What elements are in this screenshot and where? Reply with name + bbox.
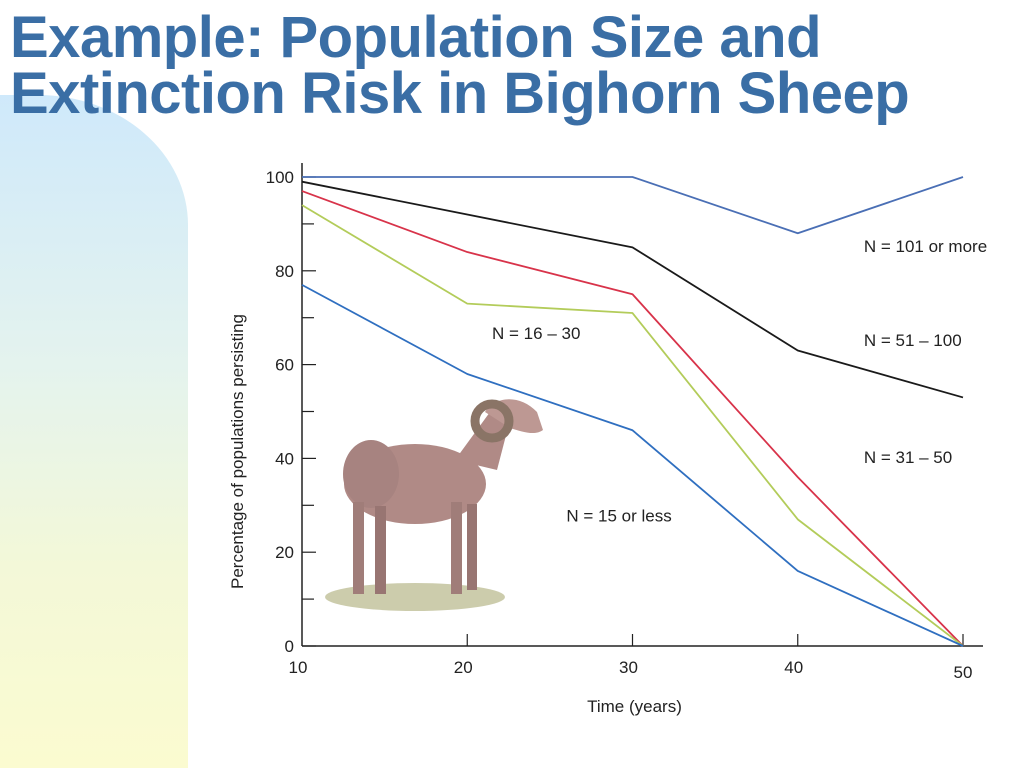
series-label: N = 31 – 50 [864, 448, 952, 467]
sheep-leg-back-right [375, 506, 386, 594]
series-line-2 [301, 190, 964, 647]
series-label: N = 51 – 100 [864, 331, 962, 350]
sheep-leg-front-left [451, 502, 462, 594]
series-line-3 [301, 204, 964, 647]
series-label: N = 101 or more [864, 237, 987, 256]
y-tick-label: 80 [275, 262, 294, 281]
sheep-horn [470, 399, 514, 443]
sheep-ground-shadow [325, 583, 505, 611]
sheep-rump [343, 440, 399, 508]
slide-title-line-1: Example: Population Size and [10, 5, 822, 70]
x-tick-label: 10 [289, 658, 308, 677]
x-tick-label: 20 [454, 658, 473, 677]
y-tick-label: 60 [275, 356, 294, 375]
series-line-4 [301, 284, 964, 647]
y-axis-label: Percentage of populations persisting [228, 314, 247, 589]
x-tick-label: 50 [954, 663, 973, 682]
sheep-leg-back-left [353, 502, 364, 594]
figure-panel [205, 150, 1017, 760]
chart-axes: 0 20 40 60 80 100 10 20 30 40 50 Time (years) Percen… [228, 163, 983, 716]
x-axis-label: Time (years) [587, 697, 682, 716]
series-line-1 [301, 180, 964, 399]
sheep-leg-front-right [467, 504, 477, 590]
x-tick-label: 30 [619, 658, 638, 677]
series-label: N = 16 – 30 [492, 324, 580, 343]
slide-title-line-2: Extinction Risk in Bighorn Sheep [10, 61, 910, 126]
x-tick-label: 40 [784, 658, 803, 677]
sheep-neck [455, 412, 510, 470]
y-tick-label: 20 [275, 543, 294, 562]
series-label: N = 15 or less [566, 507, 671, 526]
slide-title: Example: Population Size and Extinction … [10, 5, 1015, 126]
chart-series [301, 176, 964, 647]
y-tick-label: 100 [266, 168, 294, 187]
y-tick-label: 40 [275, 449, 294, 468]
series-labels: N = 101 or more N = 51 – 100 N = 31 – 50 N … [492, 237, 987, 526]
series-line-0 [302, 176, 964, 235]
bighorn-sheep-illustration [325, 399, 543, 611]
persistence-chart: 0 20 40 60 80 100 10 20 30 40 50 Time (years) Percen… [228, 163, 987, 716]
y-tick-label: 0 [285, 637, 294, 656]
decorative-side-band [0, 95, 188, 768]
